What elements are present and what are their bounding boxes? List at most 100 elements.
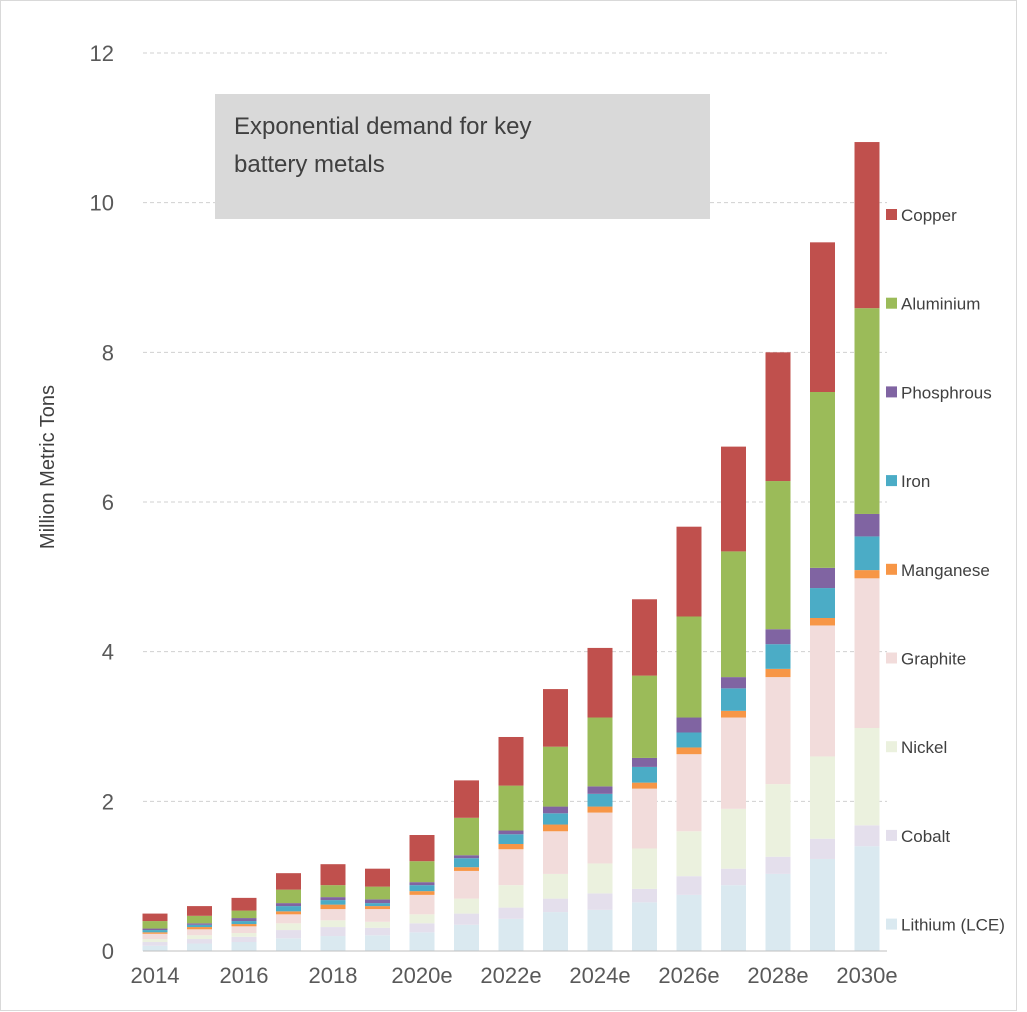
bar-segment [676, 894, 702, 952]
bar-segment [231, 897, 257, 911]
legend-swatch [886, 741, 897, 753]
bar-segment [587, 893, 613, 910]
legend-item: Lithium (LCE) [886, 916, 1005, 935]
y-axis-title: Million Metric Tons [37, 385, 59, 549]
bar-segment [231, 936, 257, 943]
x-tick-label: 2030e [836, 963, 897, 988]
bar-segment [365, 903, 390, 907]
bar-segment [276, 938, 301, 951]
bar-segment [721, 710, 746, 718]
x-tick-label: 2018 [309, 963, 358, 988]
bar-segment [187, 939, 212, 944]
x-tick-label: 2022e [480, 963, 541, 988]
bar-segment [587, 717, 613, 787]
bar-segment [676, 732, 702, 748]
bar-segment [721, 717, 746, 809]
bar-segment [365, 909, 390, 922]
legend-label: Manganese [901, 561, 990, 580]
legend-swatch [886, 297, 897, 309]
bar-segment [320, 909, 346, 921]
bar-segment [231, 910, 257, 919]
y-tick-label: 4 [102, 640, 114, 665]
bar-segment [454, 855, 479, 859]
bar-segment [765, 352, 791, 482]
bar-segment [854, 536, 880, 571]
legend-item: Nickel [886, 738, 947, 757]
bar-segment [543, 912, 568, 951]
bar-segment [632, 902, 657, 951]
bar-segment [676, 754, 702, 832]
legend-label: Lithium (LCE) [901, 916, 1005, 935]
bar-segment [142, 939, 168, 943]
bar-segment [632, 848, 657, 889]
bar-segment [765, 481, 791, 630]
bar-segment [276, 923, 301, 931]
bar-segment [320, 900, 346, 905]
bar-segment [498, 736, 524, 786]
y-tick-label: 2 [102, 789, 114, 814]
bar-segment [365, 921, 390, 928]
legend-swatch [886, 475, 897, 487]
x-tick-label: 2020e [391, 963, 452, 988]
bar-stack-2026e [676, 526, 702, 952]
bar-stack-2024e [587, 647, 613, 951]
bar-segment [142, 921, 168, 929]
x-tick-label: 2028e [747, 963, 808, 988]
legend-item: Aluminium [886, 295, 980, 314]
legend-label: Iron [901, 472, 930, 491]
bar-segment [587, 863, 613, 894]
bar-segment [587, 647, 613, 718]
legend-item: Manganese [886, 561, 990, 580]
legend-item: Phosphrous [886, 383, 992, 402]
bar-segment [632, 757, 657, 767]
bar-segment [320, 904, 346, 910]
bar-segment [498, 830, 524, 835]
bar-segment [810, 756, 835, 839]
bar-segment [632, 788, 657, 849]
bar-segment [765, 668, 791, 678]
bar-segment [587, 793, 613, 807]
x-tick-labels: 2014 2016 2018 2020e 2022e 2024e 2026e 2028e 203… [131, 963, 898, 988]
bar-segment [854, 142, 880, 309]
bar-segment [498, 849, 524, 886]
bar-stack-2016 [231, 897, 257, 951]
bar-segment [365, 906, 390, 910]
bar-segment [409, 861, 435, 883]
bar-segment [231, 942, 257, 951]
bar-stack-2027e [721, 446, 746, 951]
bar-segment [765, 784, 791, 857]
bar-segment [320, 927, 346, 937]
bar-segment [721, 677, 746, 689]
bar-segment [765, 856, 791, 874]
bar-segment [409, 914, 435, 924]
bar-segment [632, 675, 657, 758]
legend-label: Phosphrous [901, 383, 992, 402]
bar-stack-2025e [632, 599, 657, 951]
bar-segment [365, 886, 390, 900]
bar-segment [810, 392, 835, 568]
bar-segment [231, 933, 257, 937]
bar-segment [276, 889, 301, 904]
annotation-line-1: Exponential demand for key [234, 113, 532, 140]
bar-segment [587, 786, 613, 794]
bar-segment [409, 923, 435, 933]
bar-segment [765, 644, 791, 669]
bar-segment [409, 894, 435, 915]
x-tick-label: 2024e [569, 963, 630, 988]
bar-segment [142, 913, 168, 922]
bar-stack-2021e [454, 780, 479, 951]
legend: Copper Aluminium Phosphrous Iron Manganese Gr… [886, 206, 1005, 935]
bar-segment [187, 943, 212, 951]
bar-segment [231, 918, 257, 922]
bar-segment [142, 945, 168, 951]
bar-segment [454, 867, 479, 871]
bar-segment [320, 936, 346, 951]
bar-segment [187, 924, 212, 928]
bar-segment [142, 930, 168, 933]
bar-segment [587, 909, 613, 951]
bars [142, 142, 880, 952]
bar-segment [765, 873, 791, 951]
legend-swatch [886, 829, 897, 841]
bar-segment [854, 578, 880, 728]
